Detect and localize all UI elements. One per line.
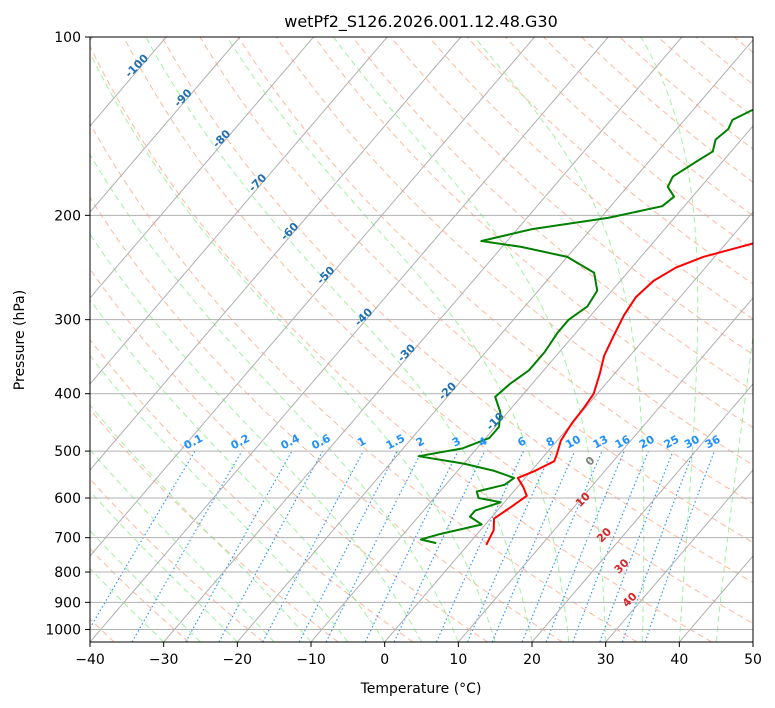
series	[417, 108, 753, 546]
y-tick-label: 600	[54, 491, 81, 507]
x-tick-label: 50	[744, 652, 762, 668]
moist-adiabat-line	[90, 153, 459, 642]
isotherm-line	[310, 125, 753, 642]
plot-area	[90, 37, 753, 642]
mixing-ratio-line	[467, 450, 553, 642]
isotherm-line	[90, 37, 314, 299]
isotherm-line	[90, 37, 462, 471]
y-tick-label: 800	[54, 565, 81, 581]
y-tick-label: 300	[54, 313, 81, 329]
y-tick-label: 200	[54, 208, 81, 224]
dry-adiabat-line	[352, 37, 753, 392]
dry-adiabat-line	[428, 37, 753, 320]
x-axis-title: Temperature (°C)	[360, 681, 482, 697]
mixing-ratio-line	[131, 450, 243, 642]
temperature-profile	[485, 242, 753, 546]
mixing-ratio-label: 36	[703, 433, 723, 452]
x-tick-label: −10	[296, 652, 326, 668]
y-tick-label: 400	[54, 387, 81, 403]
moist-adiabat-line	[226, 37, 570, 642]
x-tick-label: −30	[149, 652, 179, 668]
moist-adiabat-line	[90, 299, 386, 642]
mixing-ratio-label: 10	[563, 433, 583, 452]
mixing-ratio-line	[90, 450, 196, 630]
dry-adiabat-line	[90, 122, 638, 642]
mixing-ratio-line	[491, 450, 576, 642]
mixing-ratio-line	[393, 450, 486, 642]
x-axis-ticks: −40 −30 −20 −10 0 10 20 30 40 50	[75, 642, 762, 668]
dry-adiabat-line	[314, 37, 753, 429]
isotherm-line	[90, 37, 241, 213]
dry-adiabat-line	[90, 45, 712, 642]
isotherm-line	[163, 37, 683, 642]
mixing-ratio-label: 13	[591, 433, 611, 452]
dewpoint-profile	[417, 108, 753, 545]
moist-adiabats	[90, 37, 753, 642]
moist-adiabat-line	[473, 37, 645, 642]
x-tick-label: 30	[597, 652, 615, 668]
x-tick-label: 0	[380, 652, 389, 668]
dry-adiabat-line	[619, 37, 753, 150]
isotherms	[90, 37, 753, 642]
isotherm-line	[457, 297, 753, 642]
mixing-ratio-line	[644, 450, 715, 642]
moist-adiabat-line	[332, 37, 607, 642]
isotherm-line	[236, 39, 753, 642]
mixing-ratio-label: 30	[682, 433, 702, 452]
isotherm-line	[90, 37, 388, 385]
isotherm-line	[90, 37, 535, 557]
dry-adiabat-line	[199, 37, 753, 544]
dry-adiabat-line	[390, 37, 753, 356]
dry-adiabat-line	[581, 37, 753, 183]
y-tick-label: 100	[54, 30, 81, 46]
y-tick-label: 900	[54, 595, 81, 611]
moist-adiabat-line	[145, 37, 533, 642]
isotherm-line	[90, 37, 609, 642]
moist-adiabat-line	[90, 490, 238, 642]
mixing-ratio-label: 20	[637, 433, 657, 452]
mixing-ratio-line	[435, 450, 525, 642]
y-tick-label: 1000	[45, 622, 81, 638]
dry-adiabat-line	[237, 37, 753, 505]
x-tick-label: −20	[223, 652, 253, 668]
mixing-ratio-lines	[90, 450, 715, 642]
x-tick-label: 10	[449, 652, 467, 668]
pressure-gridlines	[90, 37, 753, 630]
dry-adiabat-line	[161, 37, 753, 584]
moist-adiabat-line	[90, 52, 496, 642]
y-tick-label: 700	[54, 531, 81, 547]
dry-adiabat-line	[90, 478, 264, 642]
isotherm-line	[384, 211, 753, 642]
dry-adiabat-line	[90, 338, 414, 642]
y-axis-title: Pressure (hPa)	[12, 290, 28, 390]
moist-adiabat-line	[90, 449, 275, 642]
isotherm-line	[605, 469, 753, 642]
mixing-ratio-line	[218, 450, 324, 642]
plot-frame	[89, 36, 754, 643]
mixing-ratio-line	[521, 450, 603, 642]
mixing-ratio-line	[364, 450, 459, 642]
isotherm-line	[531, 383, 753, 642]
moist-adiabat-line	[90, 529, 201, 642]
mixing-ratio-label: 16	[613, 433, 633, 452]
dry-adiabat-line	[123, 37, 753, 624]
moist-adiabat-line	[90, 355, 349, 642]
x-tick-label: 20	[523, 652, 541, 668]
chart-title: wetPf2_S126.2026.001.12.48.G30	[284, 12, 558, 32]
mixing-ratio-line	[185, 450, 293, 642]
x-tick-label: −40	[75, 652, 105, 668]
moist-adiabat-line	[90, 233, 422, 642]
y-axis-ticks: 100 200 300 400 500 600 700 800 900 1000	[45, 30, 90, 638]
mixing-ratio-label: 25	[662, 433, 682, 452]
dry-adiabat-line	[543, 37, 753, 217]
x-tick-label: 40	[670, 652, 688, 668]
moist-adiabat-line	[640, 37, 699, 642]
dry-adiabat-line	[275, 37, 753, 466]
y-tick-label: 500	[54, 444, 81, 460]
